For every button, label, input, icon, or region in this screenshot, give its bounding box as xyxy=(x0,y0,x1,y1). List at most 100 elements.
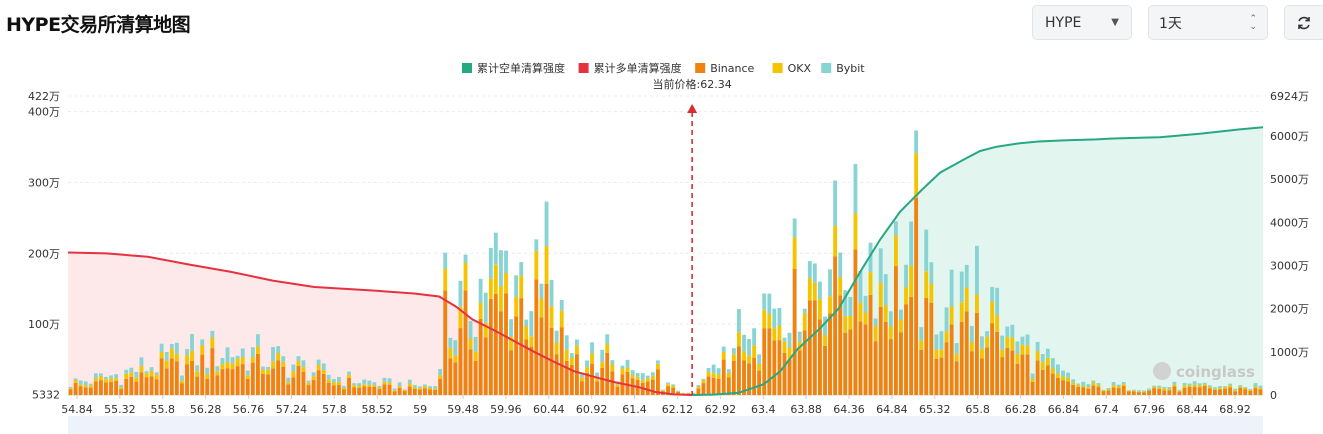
refresh-button[interactable] xyxy=(1284,5,1323,40)
bar-segment xyxy=(311,379,316,395)
bar-segment xyxy=(352,383,357,386)
bar-segment xyxy=(134,372,139,378)
bar-segment xyxy=(68,386,73,389)
bar-segment xyxy=(564,335,569,350)
legend-swatch xyxy=(462,63,472,73)
bar-segment xyxy=(1091,380,1096,383)
bar-segment xyxy=(78,380,83,385)
bar-segment xyxy=(833,180,838,226)
x-tick-label: 68.44 xyxy=(1176,403,1208,416)
bar-segment xyxy=(266,369,270,375)
bar-segment xyxy=(873,318,878,327)
bar-segment xyxy=(180,375,184,381)
x-tick-label: 59 xyxy=(413,403,427,416)
bar-segment xyxy=(1147,390,1151,395)
bar-segment xyxy=(331,378,336,383)
x-tick-label: 57.24 xyxy=(276,403,308,416)
bar-segment xyxy=(1076,384,1081,387)
legend-label: 累计空单清算强度 xyxy=(477,61,565,75)
bar-segment xyxy=(205,367,210,375)
bar-segment xyxy=(1131,391,1136,395)
bar-segment xyxy=(716,374,721,379)
bar-segment xyxy=(1172,384,1177,387)
bar-segment xyxy=(807,278,812,301)
bar-segment xyxy=(752,328,757,346)
bar-segment xyxy=(438,369,443,376)
bar-segment xyxy=(266,366,270,370)
bar-segment xyxy=(580,377,584,382)
right-tick-label: 4000万 xyxy=(1270,216,1309,229)
bar-segment xyxy=(995,331,1000,395)
bar-segment xyxy=(433,388,438,390)
range-select[interactable]: 1天 ⌃ ⌄ xyxy=(1148,5,1268,40)
bar-segment xyxy=(337,377,341,382)
bar-segment xyxy=(433,386,438,389)
bar-segment xyxy=(1106,388,1111,390)
bar-segment xyxy=(894,235,898,267)
bar-segment xyxy=(888,311,893,327)
bar-segment xyxy=(1152,387,1157,389)
bar-segment xyxy=(1233,388,1238,391)
bar-segment xyxy=(529,311,534,337)
bar-segment xyxy=(656,363,660,370)
bar-segment xyxy=(1015,341,1020,354)
bar-segment xyxy=(463,254,468,263)
bar-segment xyxy=(777,325,782,340)
bar-segment xyxy=(737,332,741,347)
bar-segment xyxy=(397,387,402,395)
bar-segment xyxy=(595,377,600,382)
bar-segment xyxy=(443,268,448,291)
bar-segment xyxy=(362,384,367,387)
bar-segment xyxy=(1228,387,1233,395)
bar-segment xyxy=(230,357,235,364)
bar-segment xyxy=(514,316,519,395)
bar-segment xyxy=(1218,388,1222,390)
bar-segment xyxy=(959,271,964,303)
range-select-value: 1天 xyxy=(1159,15,1182,32)
bar-segment xyxy=(407,379,412,384)
bar-segment xyxy=(544,201,549,246)
bar-segment xyxy=(1142,390,1146,392)
zoom-slider[interactable] xyxy=(68,416,1263,434)
bar-segment xyxy=(939,349,944,358)
bar-segment xyxy=(149,367,154,371)
bar-segment xyxy=(124,373,129,379)
bar-segment xyxy=(544,246,549,284)
bar-segment xyxy=(610,364,615,372)
bar-segment xyxy=(68,388,73,390)
bar-segment xyxy=(139,372,144,395)
bar-segment xyxy=(291,377,296,395)
bar-segment xyxy=(104,379,108,383)
x-tick-label: 59.96 xyxy=(490,403,522,416)
bar-segment xyxy=(833,226,838,257)
bar-segment xyxy=(726,369,731,373)
symbol-select-value: HYPE xyxy=(1045,14,1082,31)
bar-segment xyxy=(185,355,189,365)
bar-segment xyxy=(473,336,478,352)
bar-segment xyxy=(995,287,1000,316)
bar-segment xyxy=(235,358,240,367)
bar-segment xyxy=(914,197,919,395)
bar-segment xyxy=(215,371,220,376)
legend-label: Bybit xyxy=(836,62,865,75)
bar-segment xyxy=(311,376,316,380)
bar-segment xyxy=(954,361,959,395)
watermark-text: coinglass xyxy=(1176,363,1255,381)
bar-segment xyxy=(990,323,995,395)
bar-segment xyxy=(382,381,387,385)
bar-segment xyxy=(316,359,321,365)
bar-segment xyxy=(240,364,245,395)
bar-segment xyxy=(169,348,174,359)
bar-segment xyxy=(666,384,670,387)
bar-segment xyxy=(433,389,438,395)
right-axis: 0 1000万 2000万 3000万 4000万 5000万 6000万 6924万 xyxy=(1270,90,1309,402)
bar-segment xyxy=(1126,391,1131,395)
bar-segment xyxy=(519,275,524,299)
bar-segment xyxy=(321,374,326,395)
bar-segment xyxy=(569,364,574,395)
bar-segment xyxy=(382,377,387,382)
bar-segment xyxy=(1040,369,1045,395)
symbol-select[interactable]: HYPE ▼ xyxy=(1032,5,1132,40)
bar-segment xyxy=(899,309,903,320)
right-tick-label: 1000万 xyxy=(1270,346,1309,359)
